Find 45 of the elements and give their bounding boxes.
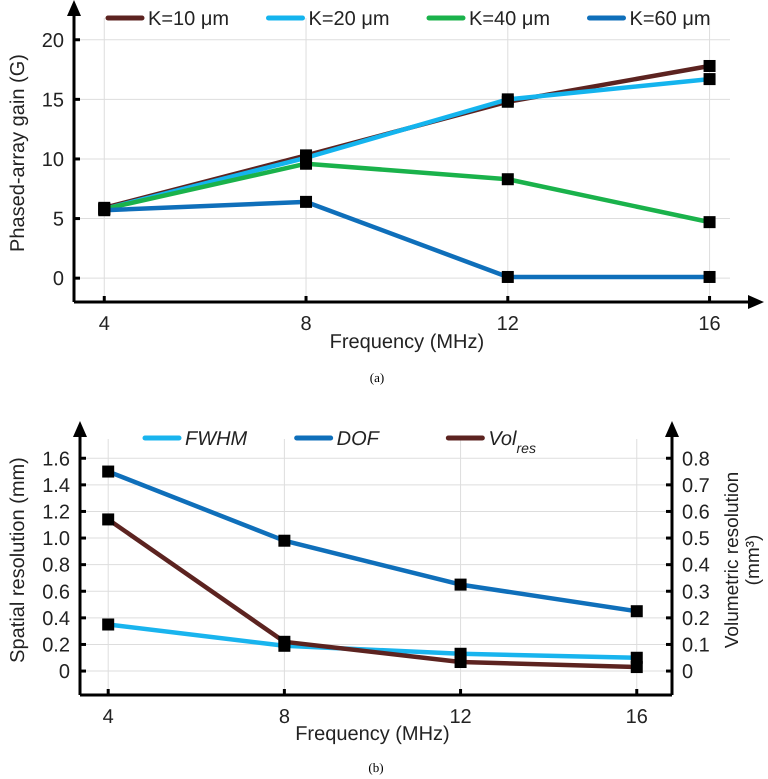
- y-tick-label: 0.8: [42, 554, 70, 577]
- legend-label: K=20 μm: [308, 8, 390, 30]
- x-axis-title: Frequency (MHz): [295, 723, 450, 745]
- text: (b): [368, 760, 384, 775]
- y2-axis-title: Volumetric resolution (mm³): [722, 472, 764, 648]
- y-tick-label: 10: [42, 148, 64, 171]
- y-tick-label: 5: [52, 208, 64, 231]
- x-tick-label: 16: [698, 313, 721, 335]
- y-tick-label: 20: [42, 30, 64, 52]
- y-tick-label: 15: [42, 89, 64, 112]
- y-tick-label: 1.6: [42, 448, 70, 470]
- y-tick-label: 0.4: [42, 608, 70, 630]
- y-tick-label: 0: [52, 268, 64, 290]
- y2-tick-label: 0.3: [682, 581, 710, 604]
- x-tick-label: 12: [496, 313, 519, 335]
- legend-label: K=40 μm: [469, 8, 550, 30]
- y2-tick-label: 0: [682, 661, 694, 684]
- x-tick-label: 4: [102, 706, 114, 728]
- y2-tick-label: 0.7: [682, 474, 710, 497]
- legend-label: K=60 μm: [630, 8, 711, 30]
- y-axis-title: Phased-array gain (G): [7, 54, 29, 252]
- y2-tick-label: 0.5: [682, 528, 710, 550]
- y-tick-label: 1.4: [42, 474, 70, 497]
- x-tick-label: 8: [278, 706, 290, 728]
- y2-tick-label: 0.8: [682, 448, 710, 470]
- y-axis-title: Spatial resolution (mm): [7, 457, 29, 663]
- text: (a): [370, 370, 384, 385]
- x-axis-title: Frequency (MHz): [330, 331, 484, 353]
- y-tick-label: 0: [58, 661, 70, 684]
- y-tick-label: 0.2: [42, 634, 70, 656]
- y2-tick-label: 0.6: [682, 501, 710, 524]
- x-tick-label: 4: [98, 313, 110, 335]
- y2-tick-label: 0.2: [682, 608, 710, 630]
- y-tick-label: 1.0: [42, 528, 70, 550]
- x-tick-label: 12: [449, 706, 472, 728]
- y-tick-label: 1.2: [42, 501, 70, 524]
- x-tick-label: 8: [300, 313, 312, 335]
- legend-label: Vol$_{res}$: [488, 428, 536, 456]
- legend-label: FWHM: [185, 428, 248, 450]
- legend-label: K=10 μm: [148, 8, 230, 30]
- legend-label: DOF: [336, 428, 381, 450]
- x-tick-label: 16: [626, 706, 648, 728]
- y-tick-label: 0.6: [42, 581, 70, 604]
- y2-tick-label: 0.4: [682, 554, 710, 577]
- y2-tick-label: 0.1: [682, 634, 710, 656]
